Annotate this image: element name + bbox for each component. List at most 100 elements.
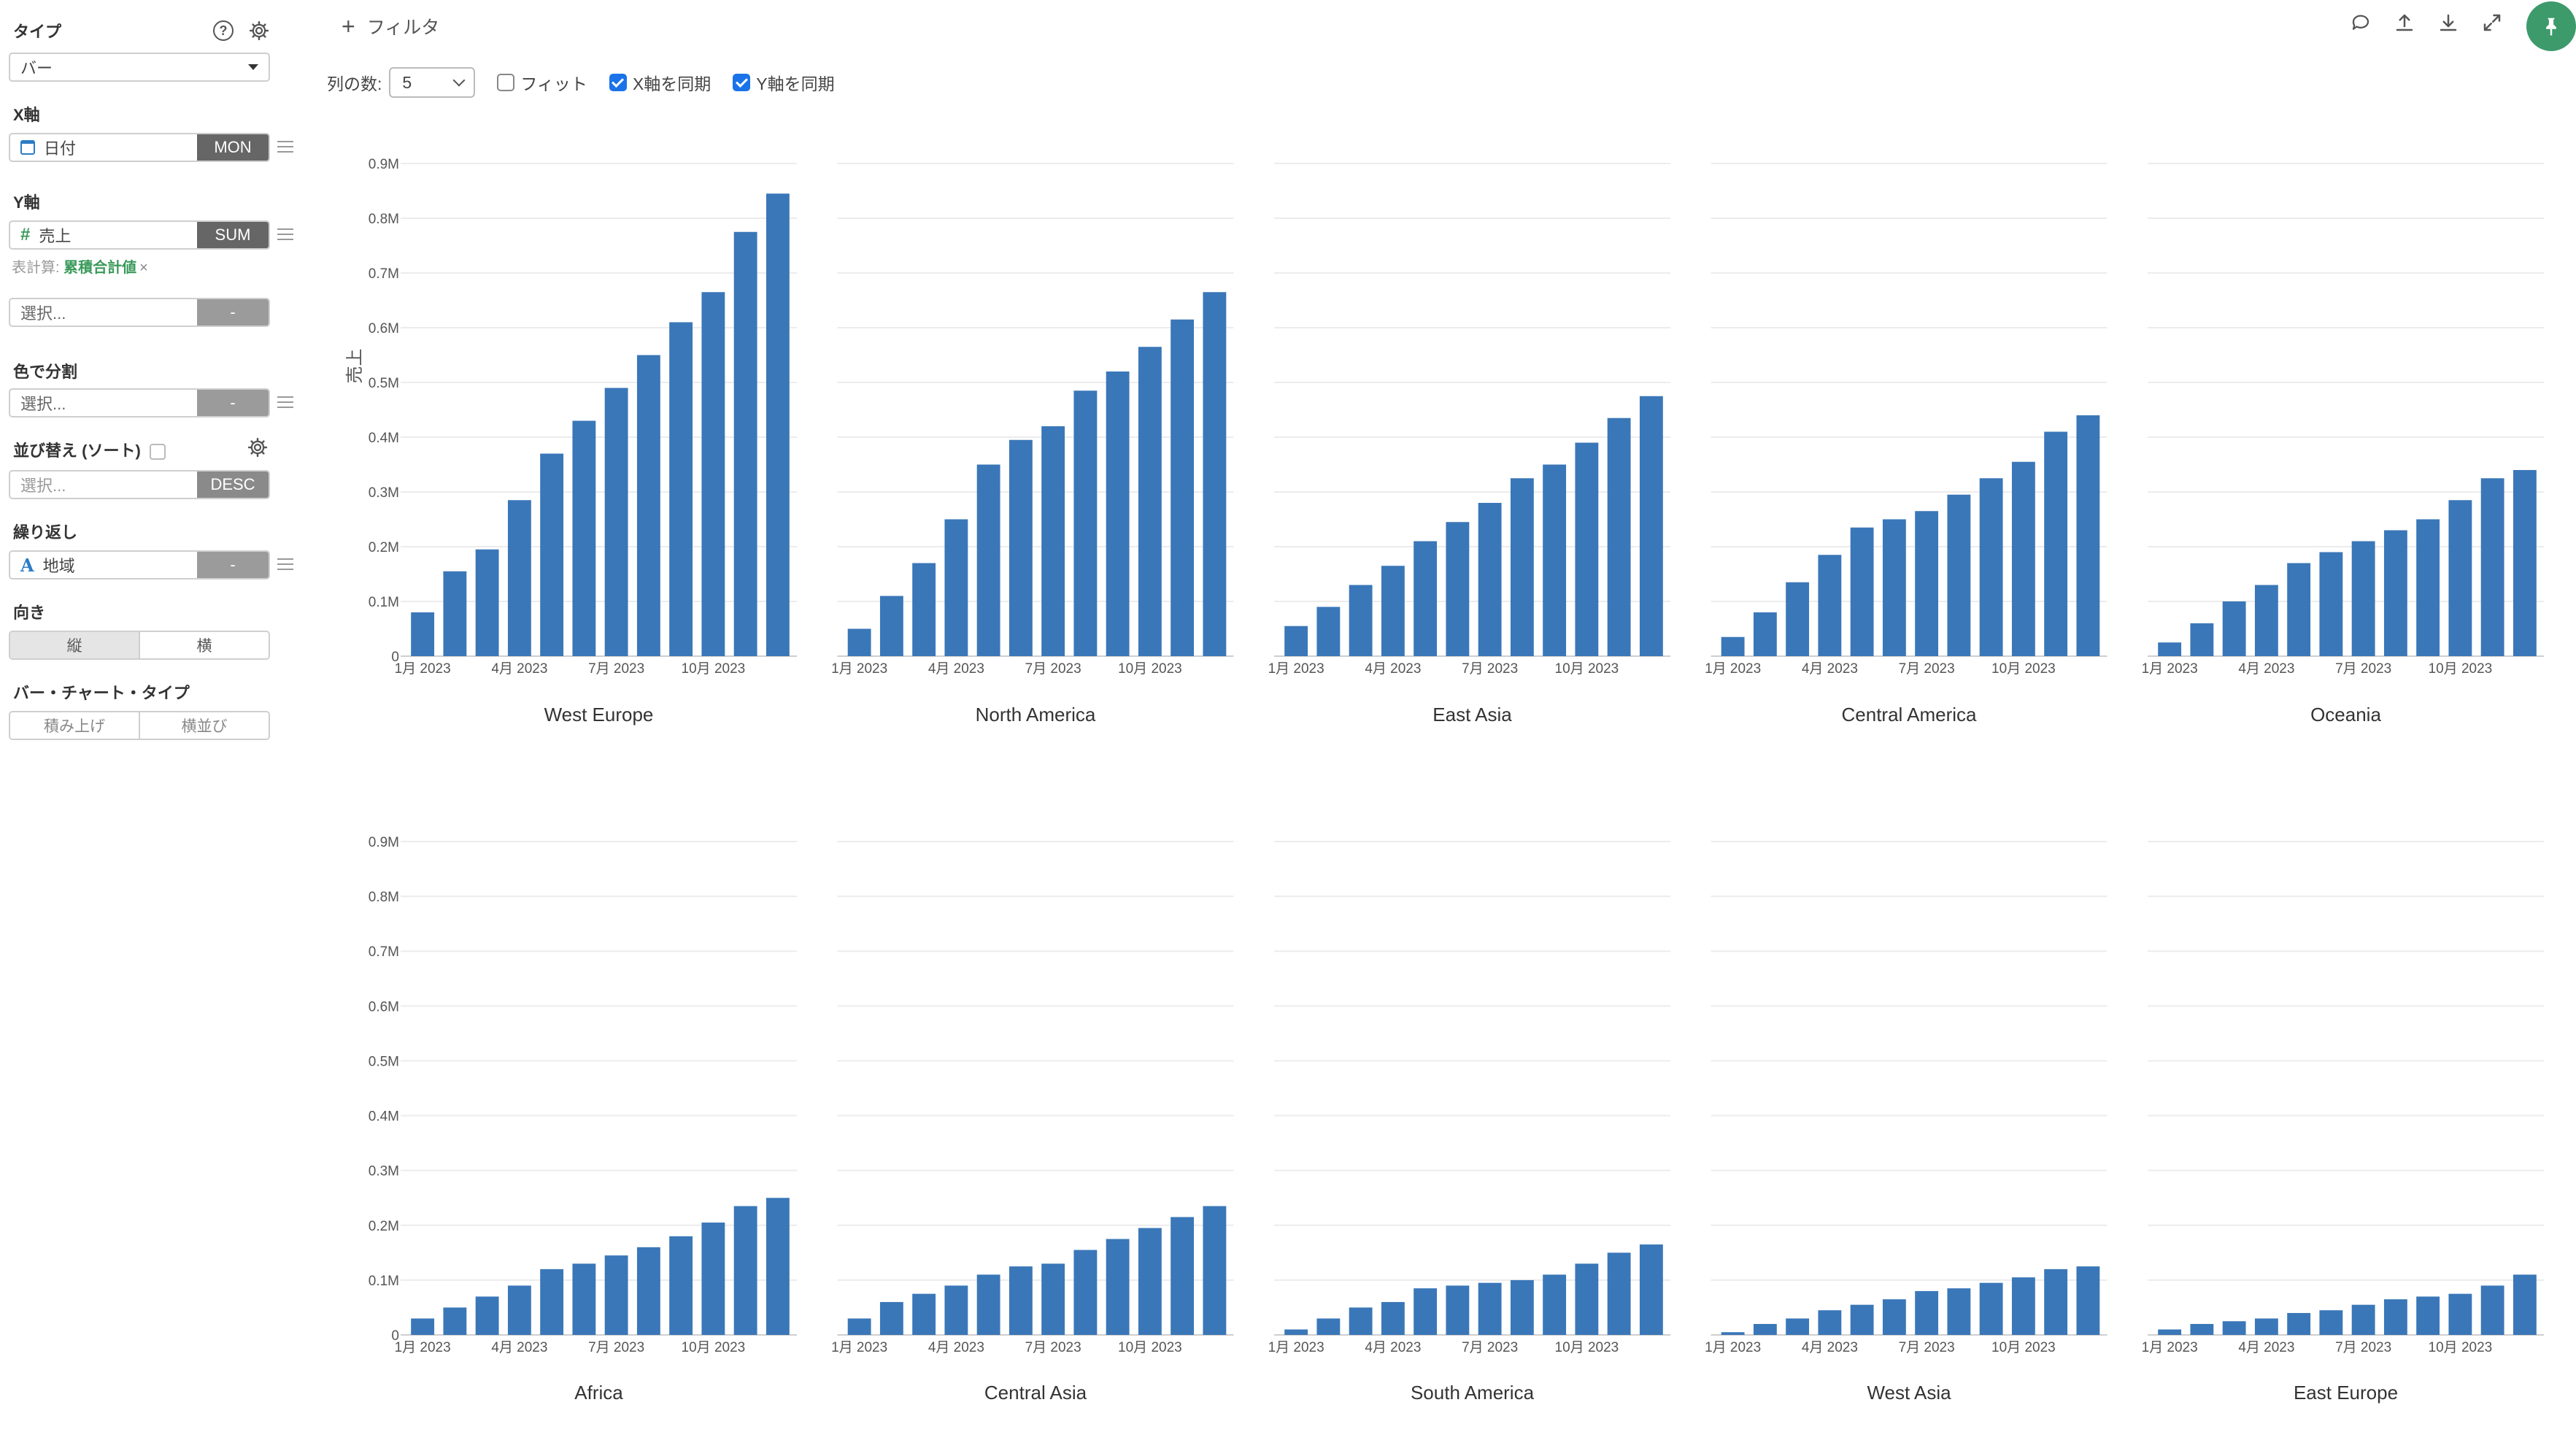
bar[interactable] xyxy=(2416,519,2440,657)
bar[interactable] xyxy=(1203,292,1227,656)
bar[interactable] xyxy=(1138,347,1162,656)
bar[interactable] xyxy=(2480,1285,2504,1335)
color-split-field[interactable]: 選択... - xyxy=(9,388,270,417)
bar[interactable] xyxy=(1786,582,1810,656)
bar[interactable] xyxy=(1446,1285,1470,1335)
bar[interactable] xyxy=(2254,1318,2278,1335)
bar[interactable] xyxy=(1947,494,1971,656)
bar[interactable] xyxy=(1639,396,1663,656)
bar[interactable] xyxy=(1607,417,1631,656)
drag-handle-icon[interactable] xyxy=(277,558,293,570)
bar[interactable] xyxy=(2190,623,2214,656)
drag-handle-icon[interactable] xyxy=(277,228,293,240)
bar[interactable] xyxy=(2448,500,2472,656)
bar[interactable] xyxy=(701,1223,725,1335)
orientation-vertical[interactable]: 縦 xyxy=(10,632,139,658)
bar[interactable] xyxy=(1850,1304,1874,1335)
bar[interactable] xyxy=(1510,1279,1534,1335)
bar[interactable] xyxy=(733,231,757,656)
bar[interactable] xyxy=(976,1274,1000,1335)
bar[interactable] xyxy=(1510,478,1534,656)
bar[interactable] xyxy=(1349,1307,1373,1335)
bar[interactable] xyxy=(912,563,936,657)
bar[interactable] xyxy=(669,1236,693,1335)
bar[interactable] xyxy=(1381,1301,1405,1335)
gear-icon[interactable] xyxy=(247,436,269,458)
sync-y-checkbox[interactable]: Y軸を同期 xyxy=(733,70,835,95)
y-axis-agg-button[interactable]: SUM xyxy=(197,222,269,248)
bar[interactable] xyxy=(879,596,903,657)
bar[interactable] xyxy=(2254,585,2278,657)
download-icon[interactable] xyxy=(2437,12,2459,34)
bar[interactable] xyxy=(540,1269,564,1335)
bar[interactable] xyxy=(1316,1318,1341,1335)
bar[interactable] xyxy=(1979,478,2003,656)
fit-box[interactable] xyxy=(497,74,515,91)
comment-icon[interactable] xyxy=(2350,12,2372,34)
upload-icon[interactable] xyxy=(2394,12,2415,34)
bar[interactable] xyxy=(1639,1244,1663,1335)
bar[interactable] xyxy=(604,1255,628,1335)
bar[interactable] xyxy=(1009,439,1033,656)
bar[interactable] xyxy=(1349,585,1373,657)
bar[interactable] xyxy=(1446,522,1470,656)
bar[interactable] xyxy=(1543,1274,1567,1335)
bar[interactable] xyxy=(879,1301,903,1335)
gear-icon[interactable] xyxy=(248,20,270,42)
chart-type-select[interactable]: バー xyxy=(9,53,270,82)
bar[interactable] xyxy=(1381,566,1405,656)
bar[interactable] xyxy=(2158,1329,2182,1335)
bar[interactable] xyxy=(475,1296,499,1335)
y-axis2-agg-button[interactable]: - xyxy=(197,299,269,326)
bar[interactable] xyxy=(604,388,628,657)
bar[interactable] xyxy=(1414,541,1438,657)
bar[interactable] xyxy=(2076,415,2100,656)
bar[interactable] xyxy=(1009,1266,1033,1335)
y-axis2-field[interactable]: 選択... - xyxy=(9,298,270,327)
bar[interactable] xyxy=(1850,527,1874,656)
x-axis-field[interactable]: 日付 MON xyxy=(9,133,270,162)
bar[interactable] xyxy=(1543,464,1567,657)
bar[interactable] xyxy=(507,1285,531,1335)
bar[interactable] xyxy=(1478,503,1502,656)
bar[interactable] xyxy=(733,1206,757,1335)
bar[interactable] xyxy=(2351,541,2375,657)
bar[interactable] xyxy=(1284,625,1308,656)
bar[interactable] xyxy=(1979,1282,2003,1335)
help-icon[interactable]: ? xyxy=(213,20,234,41)
sort-field[interactable]: 選択... DESC xyxy=(9,470,270,499)
bar[interactable] xyxy=(2011,1277,2035,1335)
color-split-agg-button[interactable]: - xyxy=(197,390,269,416)
bar[interactable] xyxy=(2222,1321,2246,1335)
bar[interactable] xyxy=(2383,1299,2407,1335)
bar[interactable] xyxy=(443,1307,467,1335)
bar[interactable] xyxy=(2011,461,2035,656)
bar[interactable] xyxy=(1073,1250,1098,1335)
bar[interactable] xyxy=(1786,1318,1810,1335)
bar[interactable] xyxy=(701,292,725,656)
bar[interactable] xyxy=(572,420,596,657)
bar[interactable] xyxy=(475,549,499,656)
bar[interactable] xyxy=(1607,1252,1631,1335)
bar[interactable] xyxy=(572,1263,596,1335)
bar[interactable] xyxy=(1882,519,1906,657)
bar[interactable] xyxy=(411,1318,435,1335)
bar[interactable] xyxy=(944,519,968,657)
bar[interactable] xyxy=(2044,1269,2068,1335)
bar[interactable] xyxy=(636,1247,660,1335)
bar[interactable] xyxy=(1753,612,1777,656)
bar[interactable] xyxy=(1106,372,1130,656)
bar[interactable] xyxy=(1171,1217,1195,1335)
bar[interactable] xyxy=(1284,1329,1308,1335)
bar-type-side-by-side[interactable]: 横並び xyxy=(139,712,269,739)
bar[interactable] xyxy=(2287,1312,2311,1335)
drag-handle-icon[interactable] xyxy=(277,396,293,408)
bar[interactable] xyxy=(636,355,660,657)
bar[interactable] xyxy=(847,628,871,657)
bar[interactable] xyxy=(847,1318,871,1335)
bar[interactable] xyxy=(1915,1290,1939,1335)
bar[interactable] xyxy=(2319,1310,2343,1335)
bar[interactable] xyxy=(1041,1263,1065,1335)
y-axis-field[interactable]: # 売上 SUM xyxy=(9,220,270,250)
bar[interactable] xyxy=(1414,1288,1438,1335)
